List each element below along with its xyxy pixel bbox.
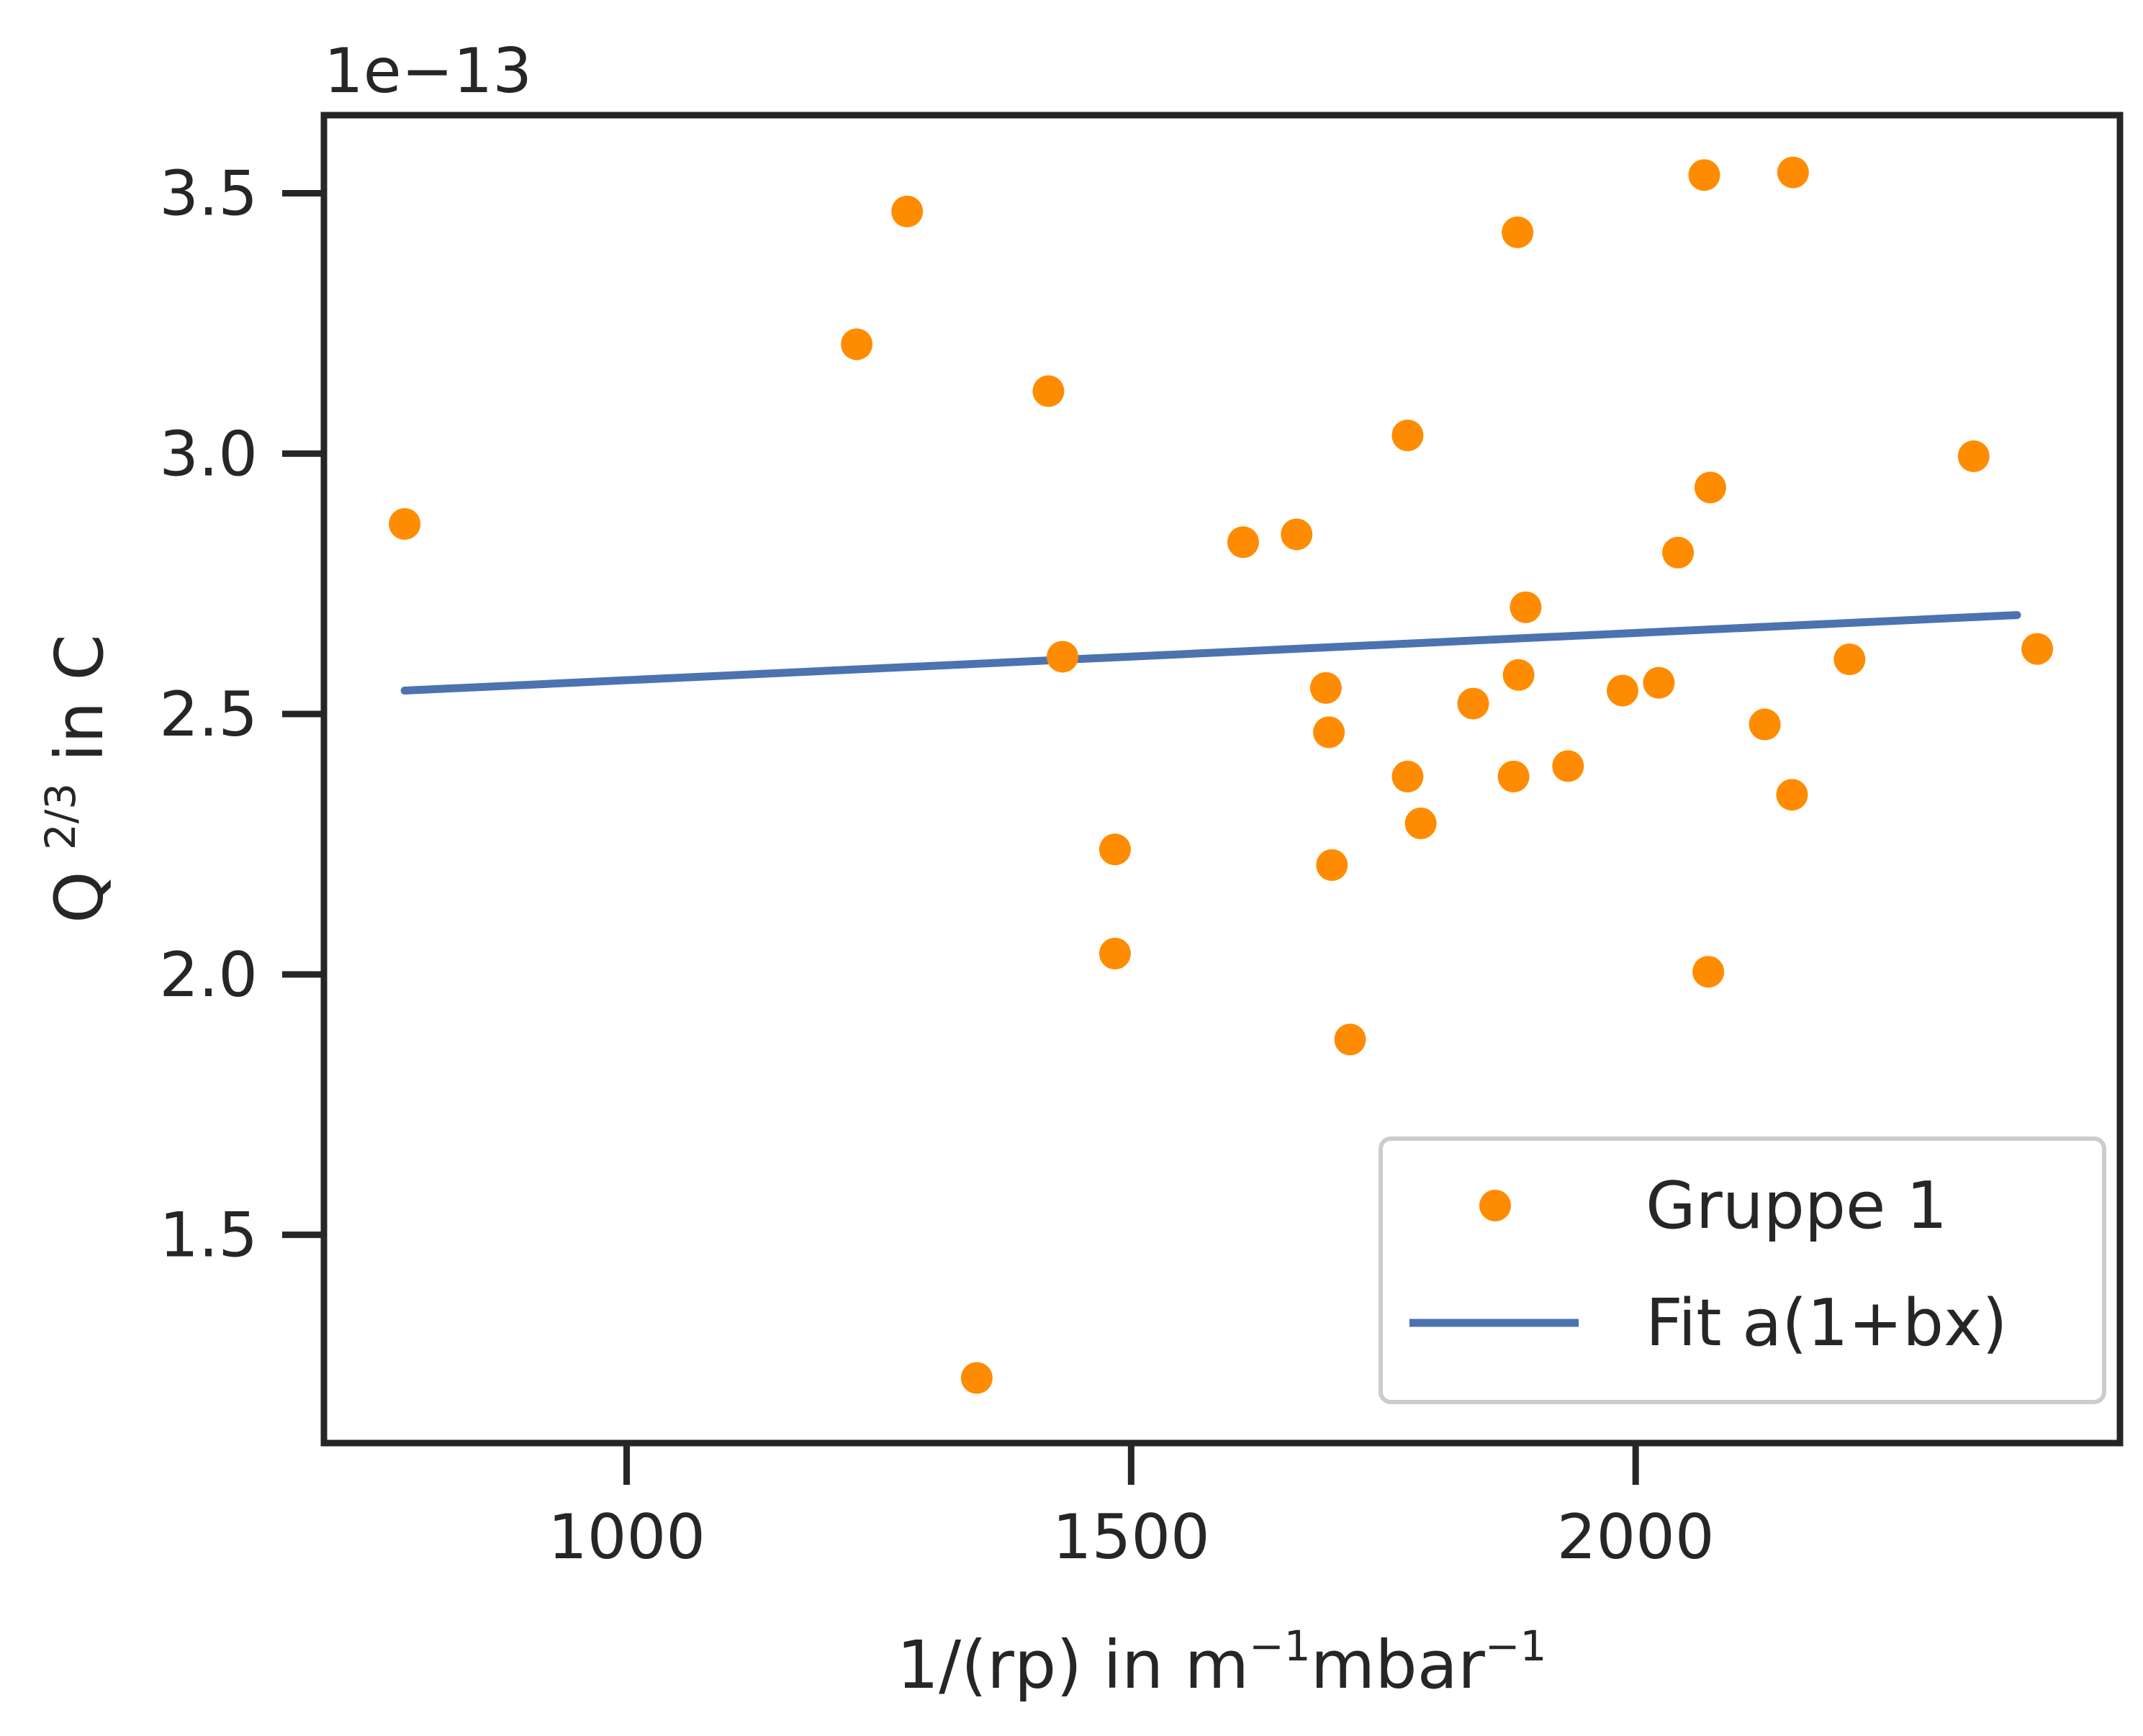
- scatter-point-12: [1313, 716, 1345, 749]
- legend-label-scatter: Gruppe 1: [1646, 1168, 1947, 1244]
- legend-scatter-marker: [1479, 1190, 1511, 1221]
- fit-line: [400, 611, 2021, 695]
- scatter-point-4: [960, 1362, 993, 1394]
- scatter-point-28: [1692, 956, 1725, 988]
- scatter-point-22: [1510, 591, 1542, 623]
- scatter-point-32: [1776, 779, 1808, 811]
- scatter-point-14: [1334, 1023, 1366, 1056]
- scatter-point-31: [1777, 156, 1809, 189]
- scatter-point-9: [1227, 526, 1259, 559]
- scatter-point-1: [389, 507, 421, 540]
- scatter-point-26: [1662, 536, 1695, 569]
- plot-frame: [320, 112, 2124, 1447]
- scatter-point-35: [2021, 633, 2054, 665]
- scatter-point-30: [1749, 708, 1781, 741]
- y-axis-label: Q 2/3 in C: [36, 634, 118, 923]
- scatter-point-16: [1391, 760, 1424, 792]
- legend: Gruppe 1 Fit a(1+bx): [1379, 1136, 2106, 1404]
- scatter-point-21: [1502, 659, 1535, 691]
- scatter-point-2: [841, 328, 873, 361]
- scatter-point-19: [1497, 760, 1530, 792]
- scatter-point-8: [1098, 937, 1131, 969]
- scatter-point-27: [1688, 159, 1720, 191]
- legend-frame: [1379, 1136, 2106, 1404]
- x-tick-label-1500: 1500: [1052, 1501, 1210, 1573]
- scatter-point-23: [1552, 750, 1584, 782]
- scatter-point-10: [1281, 518, 1313, 551]
- scatter-point-13: [1316, 849, 1348, 881]
- scatter-point-17: [1404, 808, 1437, 839]
- scatter-point-20: [1502, 216, 1534, 248]
- scatter-point-24: [1606, 674, 1638, 707]
- x-axis-label: 1/(rp) in m−1mbar−1: [897, 1622, 1547, 1704]
- y-offset-text: 1e−13: [324, 35, 532, 107]
- y-tick-label-3: 3.0: [159, 418, 258, 490]
- ticks: 1000 1500 2000 1.5 2.0 2.5 3.0 3.5: [159, 158, 1714, 1573]
- scatter-point-15: [1391, 419, 1424, 451]
- y-tick-label-2: 2.0: [159, 939, 258, 1011]
- scatter-point-7: [1098, 833, 1131, 866]
- y-tick-label-1.5: 1.5: [159, 1200, 258, 1272]
- scatter-point-6: [1047, 641, 1079, 673]
- scatter-point-25: [1643, 666, 1675, 699]
- scatter-point-34: [1957, 440, 1990, 472]
- scatter-point-11: [1309, 672, 1342, 704]
- scatter-point-5: [1032, 375, 1065, 407]
- scatter-point-18: [1457, 687, 1489, 720]
- x-tick-label-2000: 2000: [1557, 1501, 1715, 1573]
- y-tick-label-3.5: 3.5: [159, 158, 258, 230]
- legend-label-fit: Fit a(1+bx): [1646, 1285, 2008, 1361]
- x-tick-label-1000: 1000: [548, 1501, 705, 1573]
- scatter-point-29: [1694, 471, 1726, 504]
- scatter-point-33: [1833, 643, 1866, 676]
- y-tick-label-2.5: 2.5: [159, 679, 258, 751]
- plot-content: [389, 156, 2054, 1394]
- scatter-point-3: [891, 195, 924, 227]
